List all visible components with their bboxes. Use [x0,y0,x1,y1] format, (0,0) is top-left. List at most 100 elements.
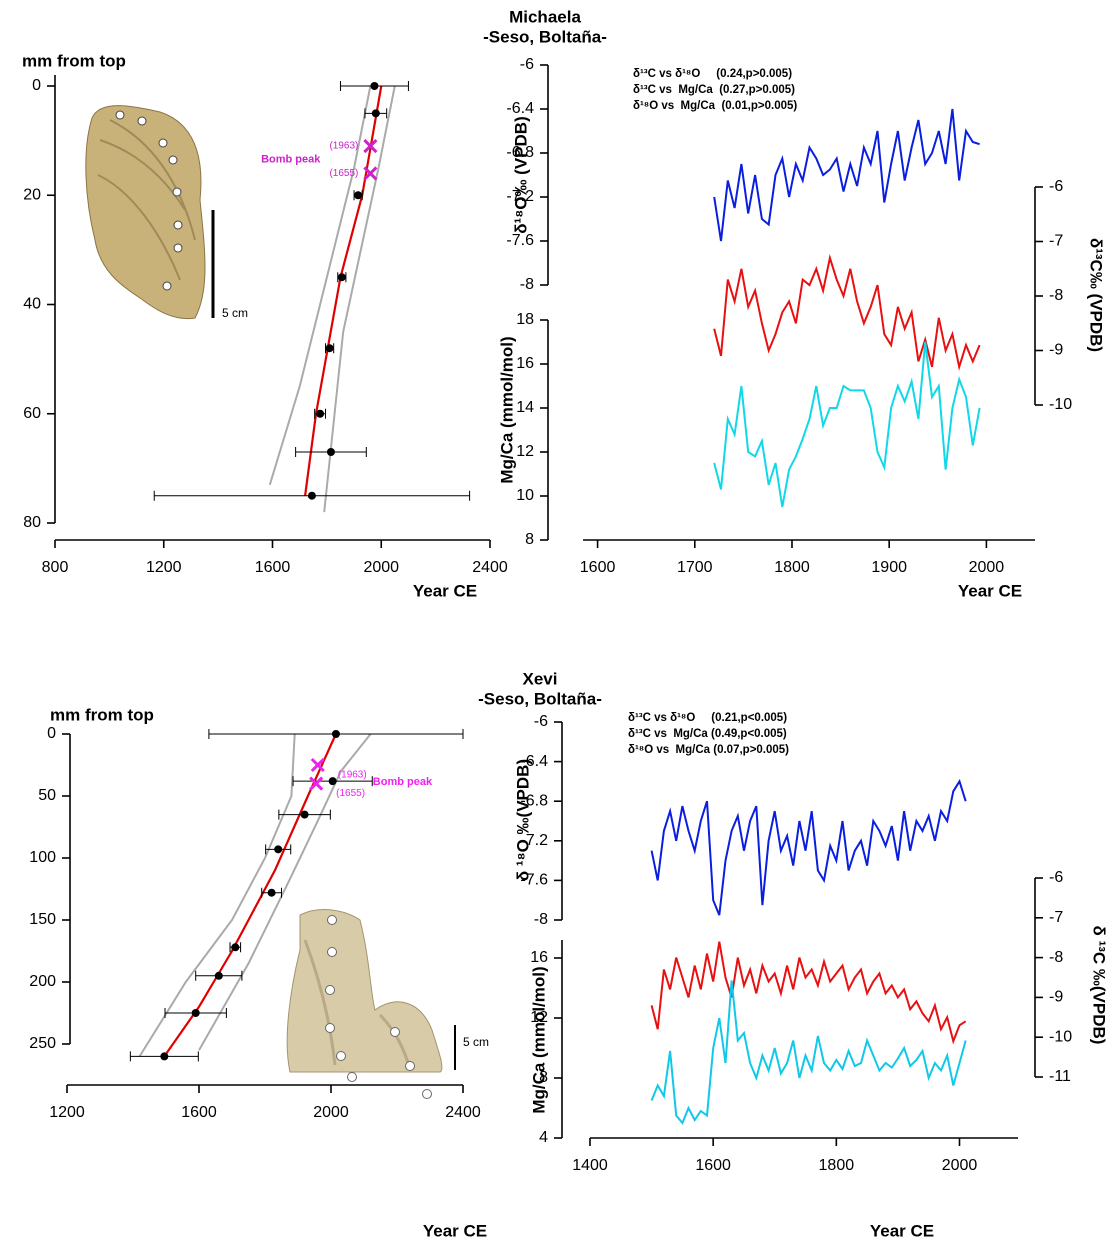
x-tick-label: 1700 [677,559,713,576]
y-tick-label: 150 [29,911,56,928]
y-tick-label: -6 [534,713,548,730]
confidence-bound [268,85,372,486]
y2-tick-label: -7 [1049,909,1063,926]
dated-point [331,730,340,738]
series-line [650,941,967,1045]
bomb-peak-year: (1655) [329,168,358,179]
y3-axis-label: Mg/Ca (mmol/mol) [497,336,516,483]
sample-dots [115,110,183,291]
y2-tick-label: -6 [1049,178,1063,195]
y2-tick-label: -10 [1049,396,1072,413]
dated-point [370,82,379,90]
correlation-note: δ¹³C vs Mg/Ca (0.49,p<0.005) [628,728,787,740]
bomb-peak-label: Bomb peak [261,154,321,166]
y3-tick-label: 10 [516,487,534,504]
dated-point [307,491,316,500]
series-line [713,341,981,508]
x-tick-label: 800 [42,559,69,576]
dated-point [328,777,337,786]
y-tick-label: 40 [23,296,41,313]
x-tick-label: 2000 [969,559,1005,576]
growth-band [97,119,196,281]
correlation-note: δ¹³C vs δ¹⁸O (0.24,p>0.005) [633,68,792,80]
x-tick-label: 1400 [572,1157,608,1174]
y2-tick-label: -8 [1049,287,1063,304]
dated-point [267,888,276,897]
y-tick-label: -6.4 [506,100,534,117]
y2-tick-label: -10 [1049,1028,1072,1045]
y3-tick-label: 8 [525,531,534,548]
y-tick-label: -6 [520,56,534,73]
x-tick-label: 2400 [445,1104,481,1121]
confidence-bound [138,733,296,1057]
y3-tick-label: 8 [539,1069,548,1086]
x-tick-label: 1200 [49,1104,85,1121]
x-tick-label: 1600 [181,1104,217,1121]
bomb-peak-marker [309,776,324,791]
y2-tick-label: -7 [1049,233,1063,250]
x-tick-label: 2400 [472,559,508,576]
scale-bar-label: 5 cm [222,306,248,320]
dated-point [354,191,363,200]
scale-bar-label: 5 cm [463,1035,489,1049]
y3-tick-label: 16 [530,949,548,966]
y-tick-label: -6.4 [520,753,548,770]
y-tick-label: 80 [23,514,41,531]
y2-tick-label: -6 [1049,869,1063,886]
y3-tick-label: 16 [516,355,534,372]
bomb-peak-marker [310,757,325,773]
y-tick-label: -7.6 [520,872,548,889]
x-tick-label: 1200 [146,559,182,576]
correlation-note: δ¹³C vs Mg/Ca (0.27,p>0.005) [633,84,795,96]
y2-tick-label: -9 [1049,342,1063,359]
y-tick-label: 250 [29,1035,56,1052]
bomb-peak-year: (1963) [329,141,358,152]
y3-tick-label: 4 [539,1129,548,1146]
y-tick-label: -7.2 [520,832,548,849]
x-tick-label: 1800 [774,559,810,576]
y-axis-label: mm from top [50,705,154,724]
y2-axis-label: δ ¹³C ‰(VPDB) [1090,926,1109,1045]
chart-subtitle: -Seso, Boltaña- [478,689,602,708]
x-tick-label: 1800 [819,1157,855,1174]
y-axis-label: δ ¹⁸O ‰(VPDB) [513,759,532,881]
bomb-peak-label: Bomb peak [373,776,433,788]
x-tick-label: 2000 [942,1157,978,1174]
x-tick-label: 2000 [313,1104,349,1121]
sample-dots [325,915,432,1099]
dated-point [325,344,334,353]
chart-title: Michaela [509,7,581,26]
x-axis-label: Year CE [423,1221,487,1240]
bomb-peak-year: (1655) [336,788,365,799]
y-tick-label: -7.6 [506,232,534,249]
y-tick-label: 20 [23,186,41,203]
y3-tick-label: 12 [516,443,534,460]
bomb-peak-marker [363,139,378,154]
bomb-peak-year: (1963) [338,770,367,781]
dated-point [191,1009,200,1017]
y-tick-label: 50 [38,787,56,804]
y-tick-label: 0 [47,725,56,742]
series-line [713,108,980,242]
correlation-note: δ¹⁸O vs Mg/Ca (0.01,p>0.005) [633,100,797,112]
dated-point [316,409,325,418]
x-axis-label: Year CE [870,1221,934,1240]
shell-photo: 5 cm [286,909,489,1099]
y3-tick-label: 18 [516,311,534,328]
correlation-note: δ¹³C vs δ¹⁸O (0.21,p<0.005) [628,712,787,724]
chart-subtitle: -Seso, Boltaña- [483,27,607,46]
series-line [650,779,967,916]
age-model: 1200 1600 2000 2400 0 50 100 150 200 250 mm from t… [29,705,487,1240]
dated-point [326,447,335,456]
y-tick-label: 60 [23,405,41,422]
chart-title: Xevi [523,669,558,688]
y-tick-label: -6.8 [520,792,548,809]
confidence-bound [198,733,372,1051]
y3-axis-label: Mg/Ca (mmol/mol) [529,966,548,1113]
series-line [650,980,967,1125]
proxy-chart: Michaela-Seso, Boltaña- 1600 1700 1800 1900 2… [483,7,1105,600]
age-model: 800 1200 1600 2000 2400 0 20 40 60 80 mm from top Y… [22,51,508,600]
dated-point [214,971,223,980]
x-axis-label: Year CE [958,581,1022,600]
